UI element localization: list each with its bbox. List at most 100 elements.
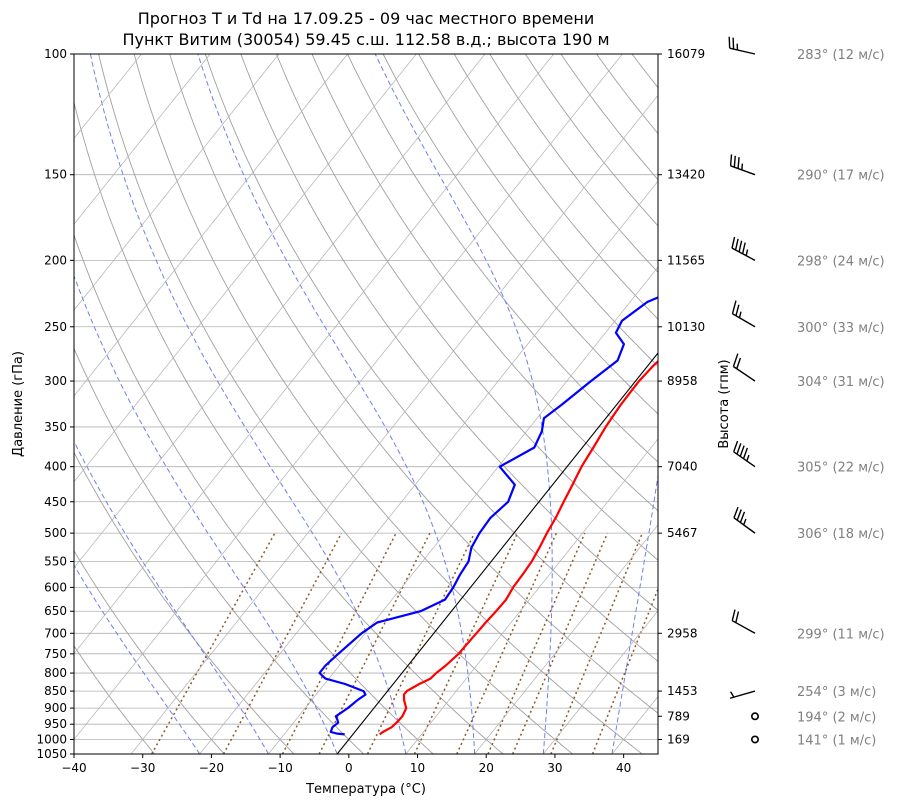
y-tick-label: 900 [44, 701, 67, 715]
wind-barb-staff [731, 247, 756, 261]
wind-barb-feather [733, 155, 736, 168]
wind-barb-feather [745, 249, 749, 256]
wind-calm-circle [750, 735, 759, 744]
dry-adiabat-line [204, 54, 658, 662]
height-tick-label: 5467 [667, 526, 698, 540]
wind-label: 299° (11 м/с) [797, 627, 885, 642]
wind-barb-feather [735, 304, 740, 316]
mixing-ratio-line [222, 532, 343, 754]
dewpoint-line [318, 296, 658, 736]
x-axis-label: Температура (°C) [305, 782, 426, 797]
y-tick-label: 700 [44, 626, 67, 640]
dry-adiabat-line [74, 100, 504, 754]
wind-label: 306° (18 м/с) [797, 527, 885, 542]
moist-adiabat-line [74, 564, 201, 754]
wind-barb-feather [731, 236, 736, 249]
isotherm-line [474, 524, 658, 754]
wind-barb [729, 154, 756, 176]
wind-barb-feather [733, 440, 739, 453]
dry-adiabat-line [347, 54, 658, 463]
isotherm-line [199, 180, 658, 754]
isotherm-line [74, 54, 280, 311]
y-axis-label: Давление (гПа) [11, 351, 26, 457]
wind-barb-feather [736, 357, 742, 369]
isotherm-line [74, 54, 554, 655]
wind-barb-staff [729, 47, 756, 55]
wind-barb-feather [735, 611, 740, 623]
wind-barb-feather [742, 447, 749, 459]
chart-title-line1: Прогноз T и Td на 17.09.25 - 09 час мест… [138, 9, 594, 28]
x-axis-ticks: −40 −30 −20 −10 0 10 20 30 40 [61, 754, 631, 775]
wind-barb [750, 735, 759, 744]
y-tick-label: 1000 [36, 732, 67, 746]
wind-barb-feather [743, 518, 747, 526]
wind-barb-staff [731, 620, 756, 634]
isotherm-line [0, 54, 4, 754]
mixing-ratio-line [151, 532, 276, 754]
wind-label: 304° (31 м/с) [797, 375, 885, 390]
moist-adiabat-line [374, 54, 553, 754]
dry-adiabat-line [240, 54, 658, 611]
x-tick-label: 10 [410, 761, 425, 775]
height-tick-label: 16079 [667, 47, 705, 61]
wind-label: 305° (22 м/с) [797, 461, 885, 476]
dry-adiabat-line [169, 54, 658, 714]
height-axis-label: Высота (гпм) [717, 359, 732, 448]
isotherm-zero-line [336, 352, 658, 754]
temperature-line [379, 359, 658, 736]
dry-adiabat-line [74, 645, 155, 754]
wind-barb [733, 506, 756, 534]
wind-barb-staff [730, 165, 756, 176]
mixing-ratio-line [550, 532, 644, 754]
y-tick-label: 450 [44, 495, 67, 509]
moist-adiabat-line [197, 54, 476, 754]
isotherm-line [749, 54, 900, 754]
wind-barbs: 283° (12 м/с) 290° (17 м/с) 298° (24 м/с) 3… [728, 36, 885, 748]
wind-barb-staff [733, 451, 756, 468]
wind-barb-feather [738, 311, 742, 318]
y-tick-label: 600 [44, 580, 67, 594]
wind-barb [732, 353, 756, 382]
moist-adiabat-line [89, 54, 407, 754]
wind-barb-feather [731, 609, 736, 621]
dry-adiabat-line [489, 54, 658, 273]
isotherm-line [74, 54, 348, 397]
height-tick-label: 1453 [667, 684, 698, 698]
wind-label: 194° (2 м/с) [797, 710, 876, 725]
wind-label: 300° (33 м/с) [797, 321, 885, 336]
profile-series [318, 296, 658, 736]
wind-barb [731, 300, 756, 328]
isobar-grid [74, 54, 658, 754]
wind-barb-feather [738, 240, 743, 253]
dry-adiabat-line [275, 54, 658, 561]
y-tick-label: 150 [44, 168, 67, 182]
wind-barb-feather [732, 353, 739, 367]
y-tick-label: 750 [44, 647, 67, 661]
wind-barb-feather [736, 509, 742, 521]
y-tick-label: 100 [44, 47, 67, 61]
wind-barb [728, 36, 756, 55]
wind-barb-feather [739, 511, 746, 523]
y-tick-label: 650 [44, 604, 67, 618]
isotherm-line [74, 54, 486, 569]
wind-barb-feather [737, 157, 740, 169]
isotherm-line [130, 94, 658, 754]
wind-barb-feather [746, 454, 750, 462]
height-tick-label: 7040 [667, 460, 698, 474]
height-tick-label: 11565 [667, 253, 705, 267]
dry-adiabat-line [631, 54, 658, 89]
x-tick-label: 40 [616, 761, 631, 775]
dry-adiabat-line [382, 54, 658, 415]
dry-adiabat-line [74, 549, 225, 754]
height-tick-label: 8958 [667, 374, 698, 388]
wind-barb [729, 690, 756, 699]
wind-label: 283° (12 м/с) [797, 48, 885, 63]
wind-barb-staff [733, 365, 756, 382]
wind-barb [731, 236, 756, 261]
wind-calm-circle [750, 712, 759, 721]
wind-barb [733, 440, 756, 468]
mixing-ratio-line [318, 532, 431, 754]
dry-adiabat-line [74, 451, 295, 754]
y-tick-label: 250 [44, 320, 67, 334]
